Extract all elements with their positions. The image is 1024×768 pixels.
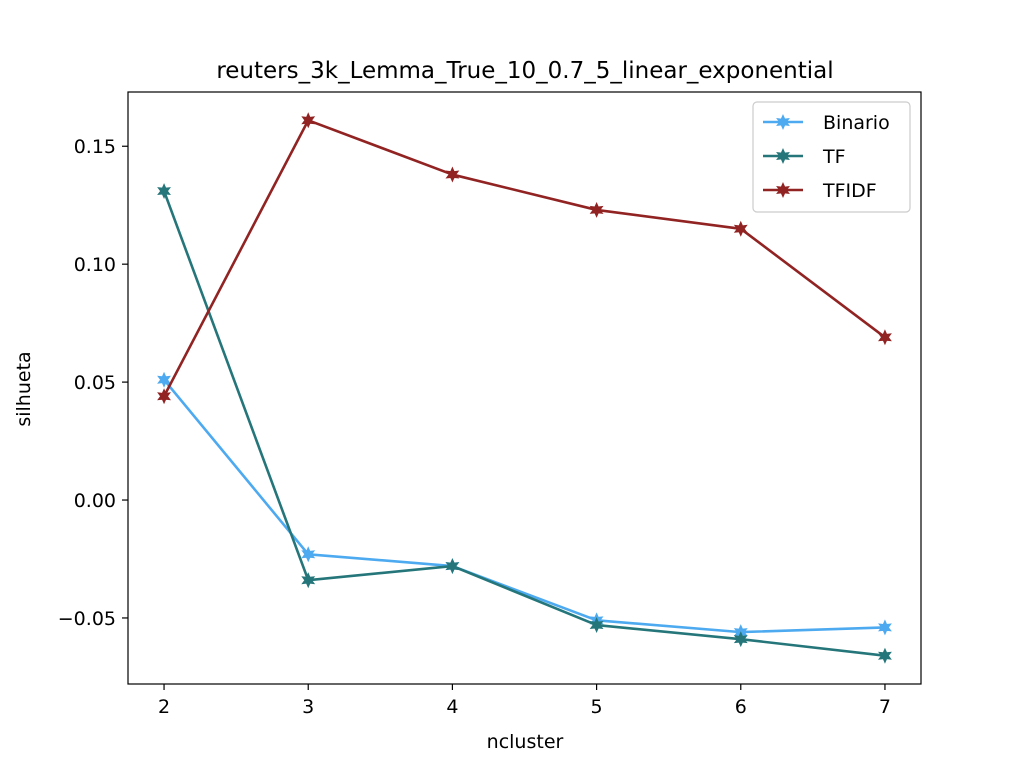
data-point-tfidf: [157, 388, 171, 405]
legend: Binario TF TFIDF: [752, 101, 911, 213]
series-line-tfidf: [162, 119, 887, 398]
legend-box: [752, 101, 911, 213]
data-point-tfidf: [733, 220, 748, 237]
series-tfidf: [157, 112, 892, 405]
y-tick-label: 0.15: [74, 136, 116, 158]
data-point-tfidf: [301, 112, 316, 129]
series-line-tf: [162, 189, 887, 658]
data-point-tfidf: [878, 329, 892, 346]
data-point-tf: [445, 558, 460, 575]
y-axis-label: silhueta: [13, 351, 35, 426]
data-point-tf: [878, 647, 892, 664]
data-point-binario: [301, 546, 316, 563]
y-tick-label: 0.00: [74, 490, 116, 512]
legend-marker-tfidf: [776, 182, 790, 198]
data-point-tfidf: [589, 201, 604, 218]
x-tick-label: 5: [591, 696, 603, 718]
data-point-binario: [878, 619, 892, 636]
x-tick-label: 6: [735, 696, 747, 718]
plot-area: 2 3 4 5 6 7 −0.05 0.00 0.05 0.10 0.15: [58, 91, 922, 718]
data-point-tf: [589, 617, 604, 634]
series-line-binario: [162, 378, 887, 634]
x-tick-label: 7: [879, 696, 891, 718]
series-tf: [157, 183, 892, 664]
data-point-binario: [157, 371, 171, 388]
legend-label-binario: Binario: [823, 112, 890, 134]
x-tick-label: 2: [158, 696, 170, 718]
x-tick-label: 4: [446, 696, 458, 718]
x-tick-label: 3: [302, 696, 314, 718]
legend-label-tf: TF: [822, 146, 846, 168]
legend-label-tfidf: TFIDF: [822, 180, 877, 202]
data-point-tf: [157, 183, 171, 200]
data-point-tf: [733, 631, 748, 648]
y-tick-label: −0.05: [58, 608, 116, 630]
y-tick-label: 0.05: [74, 372, 116, 394]
x-axis-label: ncluster: [487, 731, 564, 753]
data-point-tf: [301, 572, 316, 589]
chart-title: reuters_3k_Lemma_True_10_0.7_5_linear_ex…: [216, 58, 833, 84]
legend-marker-binario: [776, 114, 790, 130]
plot-frame: [127, 91, 922, 685]
data-point-tfidf: [445, 166, 460, 183]
legend-marker-tf: [776, 148, 790, 164]
y-tick-label: 0.10: [74, 254, 116, 276]
